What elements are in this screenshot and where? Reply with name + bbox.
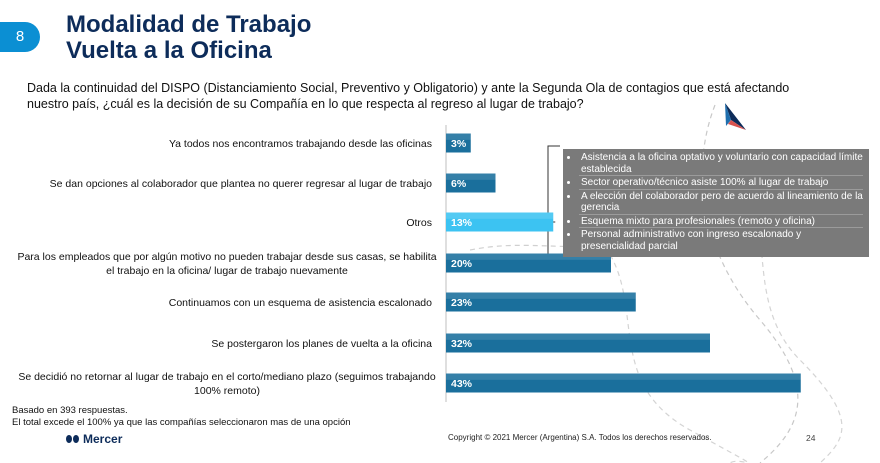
otros-item: Sector operativo/técnico asiste 100% al … (579, 177, 863, 190)
otros-item: A elección del colaborador pero de acuer… (579, 191, 863, 215)
bar-shine (446, 373, 801, 380)
otros-list: Asistencia a la oficina optativo y volun… (569, 152, 863, 252)
bar (446, 253, 611, 273)
paper-plane-icon (725, 103, 746, 130)
bar-value-label: 3% (451, 138, 467, 150)
category-label: Otros (406, 217, 432, 229)
footnote-total: El total excede el 100% ya que las compa… (12, 417, 351, 428)
bar-value-label: 20% (451, 258, 473, 270)
bar-value-label: 13% (451, 217, 473, 229)
bar-shine (446, 292, 636, 299)
bar (446, 212, 554, 232)
bar-shine (446, 333, 710, 340)
otros-item: Esquema mixto para profesionales (remoto… (579, 216, 863, 228)
bar-value-label: 6% (451, 178, 467, 190)
bar (446, 133, 471, 153)
title-line-2: Vuelta a la Oficina (66, 37, 272, 64)
bar (446, 173, 496, 193)
bar-value-label: 23% (451, 297, 473, 309)
bar-shine (446, 173, 496, 180)
category-label: Se decidió no retornar al lugar de traba… (18, 371, 435, 397)
bar-value-label: 32% (451, 338, 473, 350)
survey-question: Dada la continuidad del DISPO (Distancia… (27, 81, 790, 111)
otros-item: Asistencia a la oficina optativo y volun… (579, 152, 863, 176)
category-label: Se postergaron los planes de vuelta a la… (211, 338, 432, 350)
category-label: Se dan opciones al colaborador que plant… (50, 178, 433, 190)
category-label: Continuamos con un esquema de asistencia… (169, 297, 432, 309)
chart-bars: 3% Ya todos nos encontramos trabajando de… (17, 125, 801, 402)
bar-shine (446, 133, 471, 140)
page-number: 24 (806, 433, 816, 443)
mercer-logo: Mercer (66, 432, 122, 446)
title-line-1: Modalidad de Trabajo (66, 11, 312, 38)
otros-item: Personal administrativo con ingreso esca… (579, 229, 863, 252)
slide-title: Modalidad de Trabajo Vuelta a la Oficina (66, 12, 311, 64)
callout-connector (547, 145, 560, 223)
category-label: Ya todos nos encontramos trabajando desd… (169, 138, 432, 150)
bar-shine (446, 253, 611, 260)
footnotes: Basado en 393 respuestas. El total exced… (12, 405, 351, 429)
bar (446, 292, 636, 312)
mercer-logo-text: Mercer (83, 432, 123, 446)
bar-value-label: 43% (451, 378, 473, 390)
category-label: Para los empleados que por algún motivo … (17, 251, 436, 277)
bar (446, 373, 801, 393)
callout-bracket (547, 146, 560, 259)
copyright-text: Copyright © 2021 Mercer (Argentina) S.A.… (448, 433, 712, 442)
mercer-logo-icon (66, 435, 79, 443)
footnote-respuestas: Basado en 393 respuestas. (12, 405, 128, 416)
slide-number-badge: 8 (0, 22, 40, 52)
otros-callout: Asistencia a la oficina optativo y volun… (563, 149, 869, 257)
bar-shine (446, 212, 554, 219)
bar (446, 333, 710, 353)
